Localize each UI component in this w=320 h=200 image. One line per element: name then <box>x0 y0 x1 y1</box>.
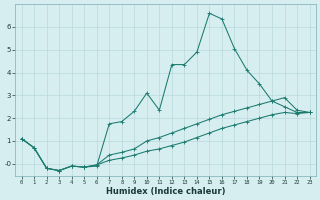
X-axis label: Humidex (Indice chaleur): Humidex (Indice chaleur) <box>106 187 225 196</box>
